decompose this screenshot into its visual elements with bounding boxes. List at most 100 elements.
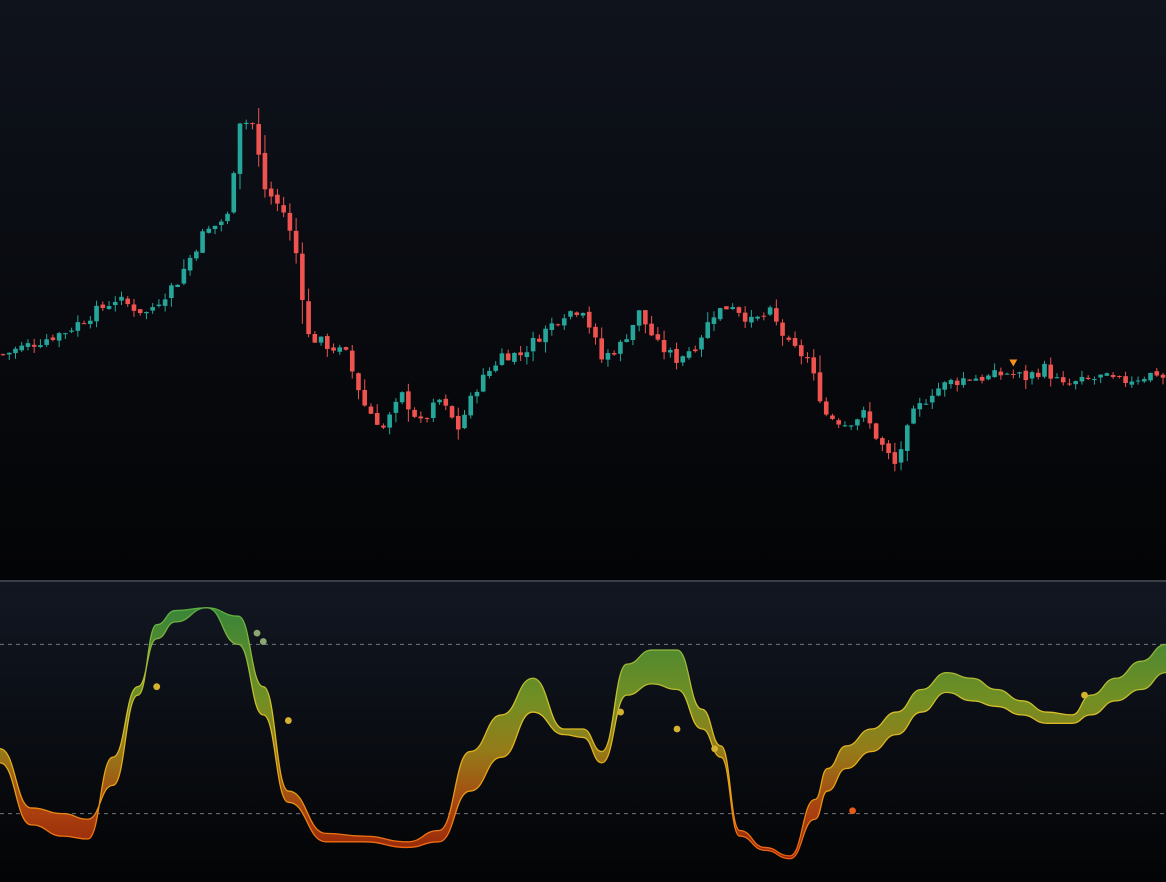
- oscillator-marker: [153, 683, 161, 691]
- candle-body: [1117, 376, 1122, 378]
- candle: [880, 436, 885, 452]
- candle: [424, 417, 430, 423]
- candle-body: [873, 423, 879, 439]
- candle: [499, 348, 505, 366]
- price-pane[interactable]: [0, 0, 1166, 580]
- candle: [125, 296, 131, 307]
- candle: [243, 119, 249, 130]
- candle-body: [574, 312, 580, 315]
- candle-body: [480, 374, 486, 392]
- candle: [954, 377, 960, 392]
- candle-body: [206, 228, 212, 233]
- candle: [331, 343, 336, 354]
- candle-body: [911, 408, 916, 424]
- candle: [1092, 376, 1097, 385]
- candle: [56, 331, 62, 348]
- candle: [1079, 370, 1085, 385]
- candle: [624, 334, 629, 343]
- candle-body: [1141, 379, 1147, 382]
- candle: [362, 379, 368, 407]
- candle-body: [823, 401, 829, 415]
- candle-body: [917, 403, 923, 410]
- candle-body: [162, 299, 168, 306]
- candle-body: [343, 347, 349, 350]
- candle-body: [412, 409, 417, 417]
- candle: [1023, 364, 1029, 390]
- candle-body: [611, 353, 617, 355]
- candle: [250, 122, 255, 130]
- candle: [911, 405, 916, 425]
- candle-body: [1135, 380, 1141, 382]
- candle: [1160, 372, 1166, 385]
- candle-body: [212, 225, 218, 230]
- candle-body: [643, 310, 648, 325]
- candle-body: [512, 352, 517, 362]
- candle: [1141, 376, 1147, 384]
- candle-body: [337, 347, 343, 352]
- candle-body: [537, 338, 542, 342]
- candle-body: [929, 395, 935, 403]
- oscillator-line-fast: [0, 607, 1166, 857]
- candle-body: [923, 403, 929, 405]
- candle: [200, 228, 205, 253]
- candle: [231, 171, 237, 214]
- candle-body: [112, 301, 118, 306]
- candle: [786, 335, 792, 342]
- candle: [1110, 372, 1116, 379]
- candle: [561, 314, 567, 330]
- candle: [100, 301, 106, 312]
- candle-body: [1148, 372, 1153, 381]
- candle-body: [406, 391, 411, 410]
- candle-body: [468, 395, 474, 416]
- candle-body: [880, 438, 885, 445]
- candle-body: [418, 416, 424, 419]
- candle-body: [699, 337, 704, 350]
- candle: [1073, 380, 1078, 390]
- candle: [169, 282, 174, 307]
- candle-body: [25, 343, 31, 347]
- oscillator-marker: [849, 807, 856, 815]
- candle: [512, 352, 517, 365]
- oscillator-marker: [673, 725, 681, 733]
- candle: [811, 349, 817, 381]
- candle: [474, 389, 480, 404]
- candle: [599, 327, 605, 363]
- candle-body: [312, 333, 318, 343]
- candle: [942, 381, 948, 397]
- candle-body: [717, 308, 723, 320]
- candle-body: [50, 337, 56, 340]
- oscillator-marker: [253, 629, 261, 637]
- candle: [1060, 371, 1066, 386]
- candle: [412, 407, 417, 419]
- candle: [1004, 372, 1010, 375]
- candle: [680, 355, 686, 367]
- pane-divider[interactable]: [0, 580, 1166, 582]
- candle: [923, 399, 929, 405]
- candle: [468, 392, 474, 419]
- candle: [256, 107, 261, 167]
- candle: [568, 310, 573, 320]
- candle-body: [1154, 371, 1160, 376]
- candle: [150, 303, 155, 314]
- candle: [75, 315, 81, 337]
- candle: [480, 368, 486, 393]
- candle: [44, 334, 49, 348]
- candle: [381, 423, 386, 430]
- oscillator-pane[interactable]: [0, 582, 1166, 882]
- candle-body: [736, 307, 742, 313]
- candle: [986, 373, 991, 381]
- candle-body: [855, 419, 860, 426]
- candle-body: [543, 328, 548, 343]
- candle: [555, 323, 561, 327]
- candle-body: [936, 388, 941, 396]
- candle: [530, 331, 536, 362]
- candle: [1085, 375, 1091, 381]
- candle: [19, 341, 25, 353]
- candle-body: [599, 338, 605, 360]
- candle-body: [898, 449, 904, 463]
- candle: [668, 347, 673, 358]
- candle-body: [655, 334, 661, 340]
- candle-body: [175, 284, 180, 288]
- candle: [905, 423, 910, 462]
- candle: [156, 299, 162, 308]
